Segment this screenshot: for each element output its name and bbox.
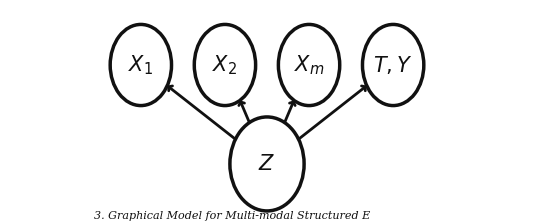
Text: $X_m$: $X_m$ — [294, 53, 324, 77]
Text: $X_2$: $X_2$ — [213, 53, 238, 77]
Ellipse shape — [110, 24, 171, 106]
Text: $Z$: $Z$ — [258, 154, 276, 174]
Text: $T,Y$: $T,Y$ — [373, 54, 413, 76]
Text: 3. Graphical Model for Multi-modal Structured E: 3. Graphical Model for Multi-modal Struc… — [94, 211, 370, 221]
Ellipse shape — [278, 24, 340, 106]
Ellipse shape — [194, 24, 256, 106]
Ellipse shape — [230, 117, 304, 211]
Text: $X_1$: $X_1$ — [128, 53, 153, 77]
Ellipse shape — [363, 24, 424, 106]
